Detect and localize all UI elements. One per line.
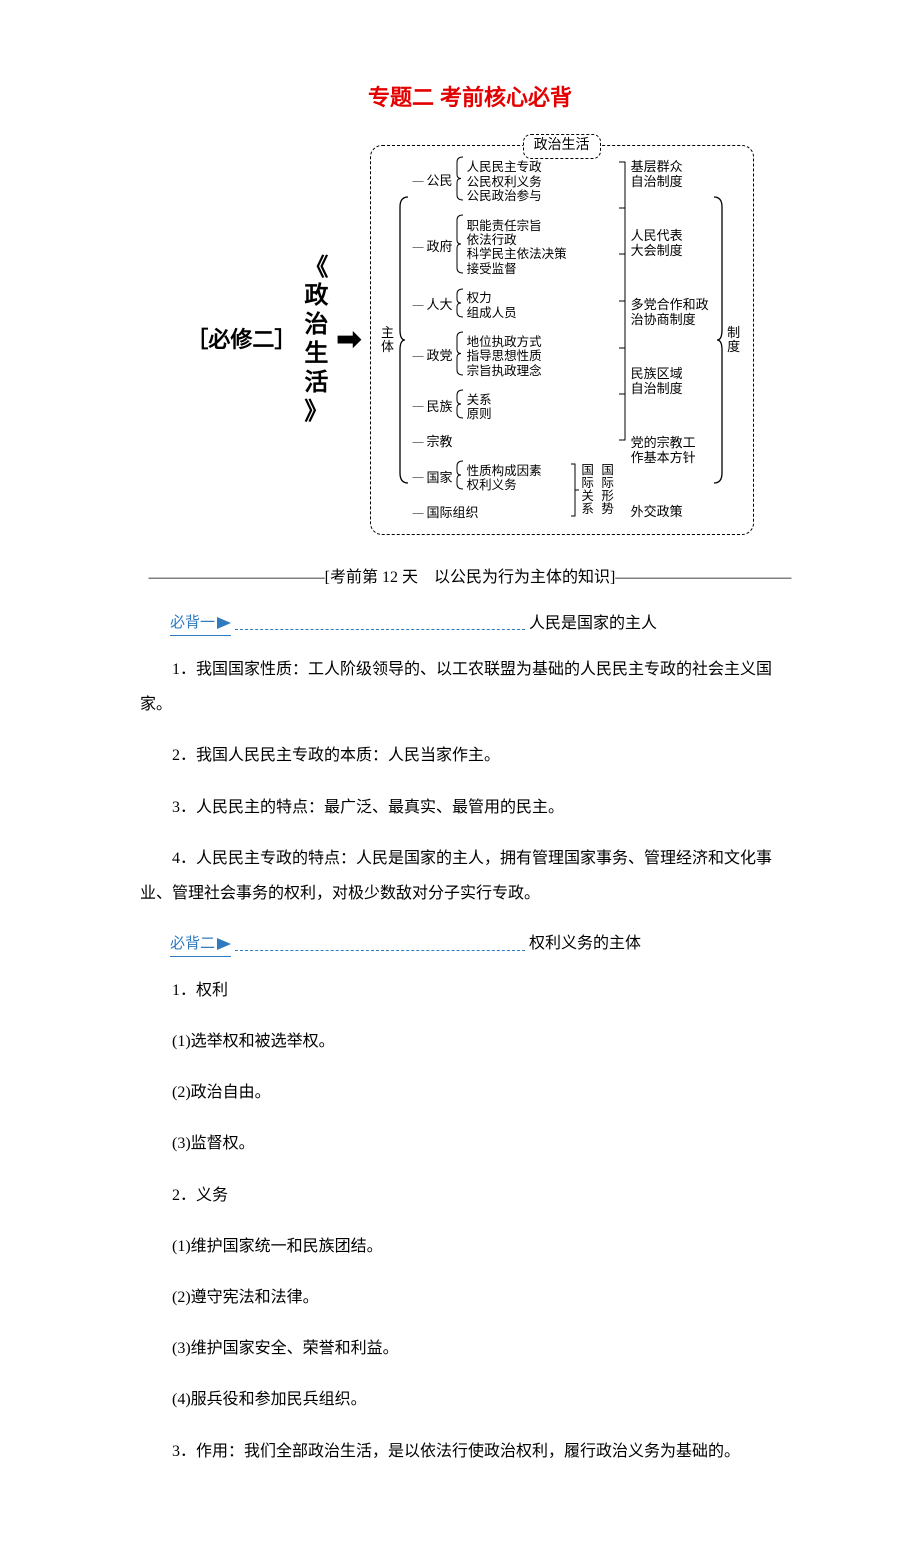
subject-sub: 接受监督	[467, 262, 567, 276]
sec2-q1: (1)选举权和被选举权。	[140, 1024, 800, 1059]
subject-row: —人大权力组成人员	[413, 288, 567, 324]
sec2-z: 3．作用：我们全部政治生活，是以依法行使政治权利，履行政治义务为基础的。	[140, 1434, 800, 1469]
tag-row-2: 必背二 权利义务的主体	[170, 931, 800, 957]
tag-2-label: 必背二	[170, 932, 215, 956]
subject-sub: 原则	[467, 407, 492, 421]
subject-sub: 科学民主依法决策	[467, 247, 567, 261]
subject-label: 人大	[427, 295, 453, 316]
dashed-line	[235, 629, 525, 630]
sec2-yh: 2．义务	[140, 1178, 800, 1213]
subject-label: 政党	[427, 346, 453, 367]
subject-sub: 宗旨执政理念	[467, 364, 542, 378]
subject-row: —政府职能责任宗旨依法行政科学民主依法决策接受监督	[413, 214, 567, 280]
subject-sub: 组成人员	[467, 306, 517, 320]
sec2-y4: (4)服兵役和参加民兵组织。	[140, 1382, 800, 1417]
subject-row: —国家性质构成因素权利义务	[413, 460, 567, 496]
sec1-p1: 1．我国国家性质：工人阶级领导的、以工农联盟为基础的人民民主专政的社会主义国家。	[140, 652, 800, 722]
page-title: 专题二 考前核心必背	[140, 80, 800, 115]
subject-label: 国际组织	[427, 503, 479, 524]
subject-row: —宗教	[413, 432, 567, 453]
concept-diagram: ［必修二］ 《政治生活》 ➡ 政治生活 主体 —公民人民民主专政公民权利义务公民…	[140, 145, 800, 535]
subject-sub: 职能责任宗旨	[467, 219, 567, 233]
triangle-icon	[217, 617, 231, 629]
system-item: 基层群众自治制度	[631, 160, 709, 190]
subject-sub: 性质构成因素	[467, 464, 542, 478]
intl-relations-block: 国际关系 国际形势	[571, 460, 615, 520]
tag-1-title: 人民是国家的主人	[529, 611, 657, 637]
side-bracket-icon	[713, 195, 723, 485]
diagram-box-title: 政治生活	[523, 134, 601, 158]
subject-sub: 公民权利义务	[467, 175, 542, 189]
subject-row: —国际组织	[413, 503, 567, 524]
side-label: 制度	[727, 326, 741, 355]
trunk-bracket-icon	[399, 195, 409, 485]
system-item: 多党合作和政治协商制度	[631, 298, 709, 328]
tag-1: 必背一	[170, 611, 231, 636]
col3-bracket-icon	[619, 156, 627, 524]
system-item: 党的宗教工作基本方针	[631, 436, 709, 466]
trunk-label: 主体	[381, 326, 395, 355]
arrow-icon: ➡	[336, 316, 361, 364]
system-item: 民族区域自治制度	[631, 367, 709, 397]
subject-label: 宗教	[427, 432, 453, 453]
sec2-y3: (3)维护国家安全、荣誉和利益。	[140, 1331, 800, 1366]
subject-label: 国家	[427, 468, 453, 489]
subject-sub: 人民民主专政	[467, 160, 542, 174]
required-label: ［必修二］	[186, 322, 296, 357]
sec2-q2: (2)政治自由。	[140, 1075, 800, 1110]
subject-label: 政府	[427, 237, 453, 258]
system-item: 外交政策	[631, 505, 709, 520]
sec2-y1: (1)维护国家统一和民族团结。	[140, 1229, 800, 1264]
system-item: 人民代表大会制度	[631, 229, 709, 259]
subject-sub: 公民政治参与	[467, 189, 542, 203]
subject-row: —政党地位执政方式指导思想性质宗旨执政理念	[413, 331, 567, 382]
sec1-p4: 4．人民民主专政的特点：人民是国家的主人，拥有管理国家事务、管理经济和文化事业、…	[140, 841, 800, 911]
sec1-p3: 3．人民民主的特点：最广泛、最真实、最管用的民主。	[140, 790, 800, 825]
sec1-p2: 2．我国人民民主专政的本质：人民当家作主。	[140, 738, 800, 773]
subject-sub: 关系	[467, 393, 492, 407]
system-column: 基层群众自治制度人民代表大会制度多党合作和政治协商制度民族区域自治制度党的宗教工…	[631, 156, 709, 524]
tag-2: 必背二	[170, 932, 231, 957]
tag-1-label: 必背一	[170, 611, 215, 635]
subject-column: —公民人民民主专政公民权利义务公民政治参与 —政府职能责任宗旨依法行政科学民主依法…	[413, 156, 567, 524]
sec2-y2: (2)遵守宪法和法律。	[140, 1280, 800, 1315]
sec2-q3: (3)监督权。	[140, 1126, 800, 1161]
diagram-box: 政治生活 主体 —公民人民民主专政公民权利义务公民政治参与—政府职能责任宗旨依法…	[370, 145, 754, 535]
subject-label: 民族	[427, 397, 453, 418]
subject-sub: 依法行政	[467, 233, 567, 247]
day-divider: ———————————[考前第 12 天 以公民为行为主体的知识]———————…	[140, 565, 800, 591]
subject-label: 公民	[427, 171, 453, 192]
dashed-line	[235, 950, 525, 951]
subject-sub: 权力	[467, 291, 517, 305]
subject-sub: 指导思想性质	[467, 349, 542, 363]
subject-sub: 权利义务	[467, 478, 542, 492]
book-title-vertical: 《政治生活》	[304, 254, 328, 427]
subject-row: —公民人民民主专政公民权利义务公民政治参与	[413, 156, 567, 207]
sec2-qh: 1．权利	[140, 973, 800, 1008]
triangle-icon	[217, 938, 231, 950]
subject-row: —民族关系原则	[413, 389, 567, 425]
tag-2-title: 权利义务的主体	[529, 931, 641, 957]
subject-sub: 地位执政方式	[467, 335, 542, 349]
tag-row-1: 必背一 人民是国家的主人	[170, 611, 800, 637]
